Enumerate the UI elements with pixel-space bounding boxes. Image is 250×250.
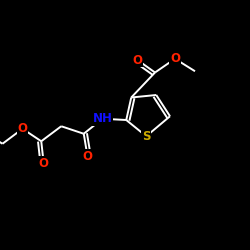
Text: NH: NH: [92, 112, 112, 125]
Text: S: S: [142, 130, 150, 143]
Text: O: O: [170, 52, 180, 65]
Text: O: O: [82, 150, 92, 163]
Text: O: O: [132, 54, 142, 66]
Text: O: O: [18, 122, 28, 135]
Text: O: O: [39, 157, 49, 170]
